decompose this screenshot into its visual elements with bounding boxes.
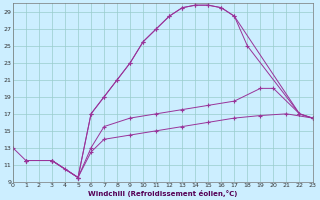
X-axis label: Windchill (Refroidissement éolien,°C): Windchill (Refroidissement éolien,°C) bbox=[88, 190, 237, 197]
